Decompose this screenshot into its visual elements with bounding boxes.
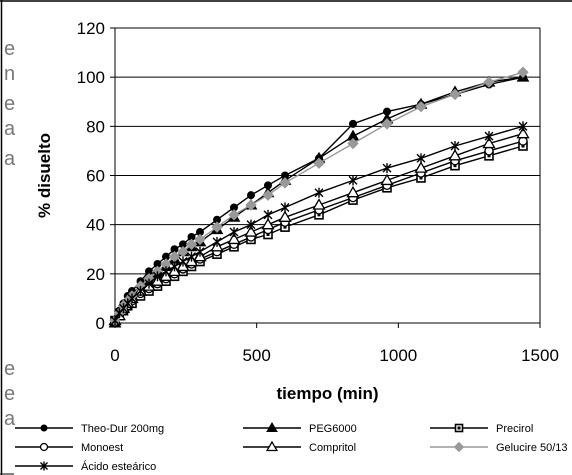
data-point bbox=[314, 187, 324, 198]
legend-label: Compritol bbox=[309, 442, 356, 454]
y-tick-label: 0 bbox=[96, 314, 105, 333]
data-point bbox=[348, 175, 358, 186]
x-tick-label: 500 bbox=[242, 346, 270, 365]
data-point bbox=[245, 199, 257, 211]
data-point bbox=[415, 100, 427, 113]
x-axis-title: tiempo (min) bbox=[277, 384, 379, 403]
data-point bbox=[185, 238, 198, 251]
y-tick-label: 20 bbox=[86, 265, 105, 284]
legend-item: Theo-Dur 200mg bbox=[15, 423, 164, 435]
edge-text-fragment: a bbox=[4, 148, 16, 170]
y-tick-label: 40 bbox=[86, 216, 105, 235]
edge-text-fragment: e bbox=[4, 38, 15, 60]
data-point bbox=[39, 442, 49, 452]
legend-label: PEG6000 bbox=[309, 423, 357, 435]
data-point bbox=[450, 141, 460, 151]
data-point bbox=[195, 246, 205, 257]
data-point bbox=[247, 191, 255, 200]
y-tick-label: 120 bbox=[77, 19, 105, 38]
data-point bbox=[194, 233, 206, 246]
data-point bbox=[170, 261, 179, 272]
legend-item: PEG6000 bbox=[243, 422, 357, 435]
data-point bbox=[516, 126, 530, 139]
data-point bbox=[347, 137, 359, 150]
data-point bbox=[136, 286, 145, 297]
legend-label: Precirol bbox=[496, 423, 533, 435]
data-point bbox=[266, 422, 278, 432]
data-point bbox=[187, 251, 196, 262]
data-point bbox=[211, 221, 223, 233]
legend-label: Monoest bbox=[81, 442, 123, 454]
data-point bbox=[161, 266, 171, 277]
data-point bbox=[40, 424, 48, 432]
data-point bbox=[349, 119, 357, 128]
legend-item: Monoest bbox=[15, 442, 123, 454]
data-point bbox=[40, 461, 48, 471]
data-point bbox=[244, 225, 258, 237]
data-point bbox=[382, 163, 392, 174]
data-point bbox=[280, 202, 290, 213]
data-point bbox=[278, 210, 292, 222]
legend-label: Ácido esteárico bbox=[81, 460, 156, 473]
edge-text-fragment: a bbox=[4, 118, 16, 140]
y-tick-label: 60 bbox=[86, 167, 105, 186]
data-point bbox=[246, 219, 256, 230]
series-2 bbox=[110, 141, 528, 326]
data-point bbox=[518, 121, 528, 132]
data-point bbox=[262, 189, 274, 201]
data-point bbox=[346, 185, 360, 198]
data-point bbox=[228, 209, 240, 221]
edge-text-fragment: a bbox=[4, 408, 16, 430]
data-point bbox=[414, 161, 428, 173]
data-point bbox=[212, 236, 222, 247]
data-point bbox=[448, 149, 462, 161]
legend-item: Ácido esteárico bbox=[15, 460, 156, 473]
data-point bbox=[229, 227, 239, 238]
data-point bbox=[482, 136, 496, 149]
data-point bbox=[312, 198, 326, 210]
series-6 bbox=[110, 121, 528, 326]
data-point bbox=[483, 76, 495, 88]
data-point bbox=[313, 157, 325, 169]
edge-text-fragment: n bbox=[4, 63, 15, 85]
y-tick-label: 100 bbox=[77, 68, 105, 87]
data-point bbox=[265, 440, 279, 452]
x-tick-label: 0 bbox=[110, 346, 119, 365]
data-point bbox=[227, 232, 241, 245]
x-tick-label: 1000 bbox=[379, 346, 417, 365]
legend-item: Gelucire 50/13 bbox=[430, 441, 568, 454]
data-point bbox=[153, 271, 162, 282]
data-point bbox=[454, 423, 464, 433]
data-point bbox=[263, 209, 273, 220]
legend-label: Gelucire 50/13 bbox=[496, 442, 568, 454]
data-point bbox=[279, 177, 291, 189]
legend-item: Compritol bbox=[243, 440, 356, 454]
data-point bbox=[484, 131, 494, 142]
data-point bbox=[453, 441, 465, 453]
data-point bbox=[449, 88, 461, 101]
data-point bbox=[517, 66, 529, 78]
data-point bbox=[261, 217, 275, 230]
data-point bbox=[381, 118, 393, 130]
data-point bbox=[416, 153, 426, 164]
data-point bbox=[380, 173, 394, 186]
data-point bbox=[144, 278, 154, 289]
edge-text-fragment: e bbox=[4, 358, 15, 380]
series-line bbox=[114, 145, 524, 321]
edge-text-fragment: e bbox=[4, 93, 15, 115]
y-axis-title: % disuelto bbox=[35, 133, 54, 218]
y-tick-label: 80 bbox=[86, 117, 105, 136]
x-tick-label: 1500 bbox=[521, 346, 559, 365]
data-point bbox=[127, 293, 137, 304]
legend-item: Precirol bbox=[430, 423, 533, 435]
data-point bbox=[110, 315, 120, 326]
edge-text-fragment: e bbox=[4, 383, 15, 405]
legend-label: Theo-Dur 200mg bbox=[81, 423, 164, 435]
data-point bbox=[178, 256, 188, 267]
